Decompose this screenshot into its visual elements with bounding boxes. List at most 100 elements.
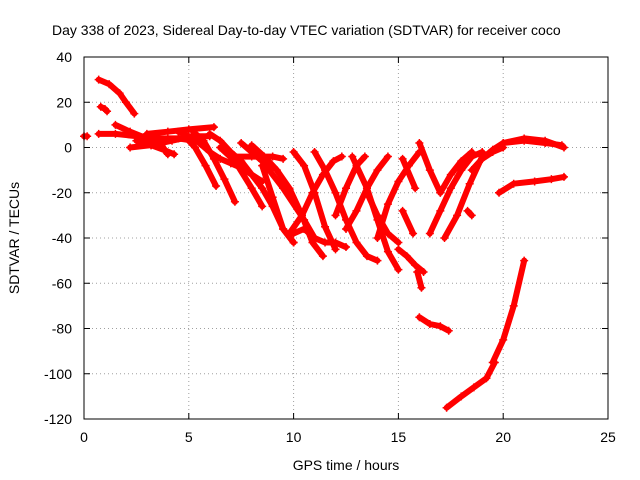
data-point xyxy=(258,161,267,170)
data-point xyxy=(342,184,350,193)
data-point xyxy=(446,184,455,193)
data-point xyxy=(159,145,168,154)
data-point xyxy=(442,403,451,412)
data-point xyxy=(457,166,466,175)
data-point xyxy=(362,188,371,197)
data-point xyxy=(297,211,306,220)
data-point xyxy=(94,75,103,84)
data-point xyxy=(209,154,218,163)
series-arc-16 xyxy=(247,141,327,261)
data-point xyxy=(103,107,112,116)
y-axis-title: SDTVAR / TECUs xyxy=(6,182,22,294)
data-point xyxy=(268,193,277,202)
data-point xyxy=(495,188,504,197)
data-point xyxy=(409,229,418,238)
data-point xyxy=(457,157,466,166)
x-tick-label: 5 xyxy=(185,429,193,445)
data-point xyxy=(394,245,403,254)
data-point xyxy=(488,145,497,154)
data-point xyxy=(348,152,357,161)
data-point xyxy=(111,120,120,129)
data-point xyxy=(126,127,135,136)
data-point xyxy=(520,134,529,143)
axis-ticks: 0 5 10 15 20 25 -120 -100 -80 -60 -40 -20 0 20 40 xyxy=(44,49,616,445)
data-point xyxy=(310,188,319,197)
series-band xyxy=(416,314,452,334)
data-point xyxy=(142,129,151,138)
data-point xyxy=(411,261,420,270)
data-point xyxy=(170,150,179,159)
data-point xyxy=(321,166,330,175)
data-point xyxy=(289,148,298,157)
series-arc-31 xyxy=(415,313,453,335)
data-point xyxy=(318,252,327,261)
chart-title: Day 338 of 2023, Sidereal Day-to-day VTE… xyxy=(52,22,561,38)
data-point xyxy=(453,211,462,220)
data-point xyxy=(436,322,445,331)
data-point xyxy=(130,109,139,118)
data-point xyxy=(212,181,221,190)
data-point xyxy=(436,188,445,197)
data-point xyxy=(469,383,478,392)
data-point xyxy=(499,138,508,147)
data-point xyxy=(300,161,309,170)
y-tick-label: 40 xyxy=(56,49,72,65)
data-point xyxy=(446,170,455,179)
data-point xyxy=(230,197,239,206)
series-arc-39 xyxy=(488,256,529,367)
data-point xyxy=(373,256,382,265)
data-point xyxy=(174,127,183,136)
y-tick-label: 0 xyxy=(64,140,72,156)
series-arc-20 xyxy=(289,224,350,252)
data-point xyxy=(168,136,177,145)
data-point xyxy=(352,206,361,215)
data-point xyxy=(147,141,156,150)
data-point xyxy=(285,184,294,193)
data-point xyxy=(331,211,340,220)
series-band xyxy=(489,257,528,366)
x-tick-label: 25 xyxy=(600,429,616,445)
data-point xyxy=(547,175,556,184)
data-point xyxy=(478,154,487,163)
data-point xyxy=(329,157,338,166)
data-point xyxy=(188,127,197,136)
data-point xyxy=(321,222,330,231)
data-point xyxy=(509,301,518,310)
data-point xyxy=(411,184,420,193)
data-point xyxy=(467,166,476,175)
data-point xyxy=(362,252,371,261)
data-point xyxy=(509,179,518,188)
x-tick-label: 10 xyxy=(286,429,302,445)
data-point xyxy=(417,283,426,292)
series-arc-19 xyxy=(289,148,340,254)
series-arc-29 xyxy=(398,154,420,193)
series-arc-42 xyxy=(478,134,568,163)
data-point xyxy=(373,234,382,242)
series-band xyxy=(399,155,419,192)
series-band xyxy=(217,144,266,210)
data-point xyxy=(482,374,491,383)
series-arc-13 xyxy=(216,143,267,211)
series-band xyxy=(133,137,178,158)
data-point xyxy=(272,166,281,175)
data-point xyxy=(216,136,225,145)
data-point xyxy=(310,148,319,157)
data-point xyxy=(331,245,340,254)
data-point xyxy=(260,152,269,161)
data-point xyxy=(394,265,403,274)
data-point xyxy=(488,358,497,367)
data-point xyxy=(126,143,135,152)
y-tick-label: 20 xyxy=(56,94,72,110)
series-arc-28 xyxy=(398,206,418,238)
data-point xyxy=(163,127,172,136)
data-point xyxy=(541,136,550,145)
data-point xyxy=(440,234,449,242)
data-point xyxy=(415,313,424,322)
series-arc-02 xyxy=(94,75,139,118)
data-point xyxy=(402,252,411,261)
data-point xyxy=(337,152,346,161)
series-arc-40 xyxy=(495,172,568,197)
data-point xyxy=(331,188,340,197)
x-tick-label: 20 xyxy=(495,429,511,445)
